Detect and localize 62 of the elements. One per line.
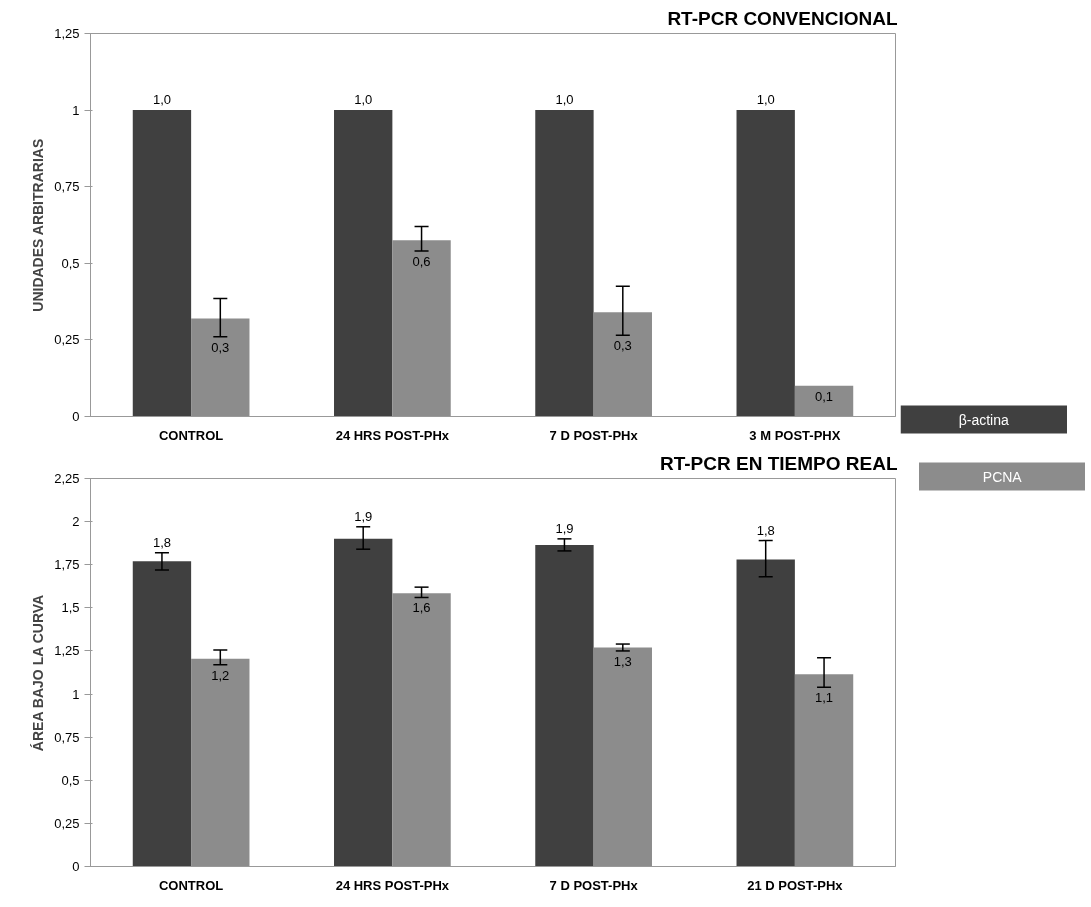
bar bbox=[593, 647, 652, 867]
y-tick-label: 2,25 bbox=[54, 471, 80, 486]
x-tick-label: 24 HRS POST-PHx bbox=[335, 877, 450, 893]
bar bbox=[794, 674, 854, 867]
bar bbox=[334, 110, 393, 417]
y-tick-label: 1,25 bbox=[54, 26, 80, 41]
y-axis-title: ÁREA BAJO LA CURVA bbox=[30, 594, 47, 752]
y-axis-title: UNIDADES ARBITRARIAS bbox=[30, 138, 47, 312]
y-tick-label: 0,25 bbox=[54, 332, 80, 348]
data-label: 1,6 bbox=[412, 600, 431, 616]
data-label: 0,1 bbox=[815, 388, 834, 404]
bar bbox=[132, 110, 192, 417]
data-label: 1,8 bbox=[756, 522, 775, 538]
data-label: 0,3 bbox=[613, 338, 632, 354]
data-label: 1,2 bbox=[211, 667, 230, 683]
data-label: 1,9 bbox=[354, 508, 373, 524]
y-tick-label: 1,5 bbox=[61, 600, 80, 616]
y-tick-label: 1 bbox=[72, 686, 80, 702]
y-tick-label: 0 bbox=[72, 859, 80, 874]
chart-title: RT-PCR EN TIEMPO REAL bbox=[659, 452, 898, 474]
y-tick-label: 1,75 bbox=[54, 557, 80, 573]
bar bbox=[392, 240, 451, 417]
y-tick-label: 1 bbox=[72, 102, 80, 118]
bar bbox=[191, 318, 250, 417]
y-tick-label: 0 bbox=[72, 409, 80, 424]
data-label: 1,9 bbox=[555, 520, 574, 536]
y-tick-label: 0,75 bbox=[54, 179, 80, 195]
x-tick-label: CONTROL bbox=[158, 427, 224, 443]
data-label: 1,0 bbox=[756, 92, 775, 108]
bar bbox=[593, 312, 652, 417]
text: β-actina bbox=[958, 411, 1009, 428]
y-tick-label: 0,25 bbox=[54, 815, 80, 831]
y-tick-label: 0,75 bbox=[54, 729, 80, 745]
x-tick-label: 21 D POST-PHx bbox=[747, 877, 844, 893]
y-tick-label: 2 bbox=[72, 514, 80, 530]
bar bbox=[132, 561, 192, 867]
bar bbox=[736, 559, 795, 867]
x-tick-label: 7 D POST-PHx bbox=[549, 427, 639, 443]
data-label: 1,8 bbox=[152, 534, 171, 550]
data-label: 1,3 bbox=[613, 653, 632, 669]
y-tick-label: 1,25 bbox=[54, 643, 80, 659]
bar bbox=[334, 538, 393, 867]
x-tick-label: 24 HRS POST-PHx bbox=[335, 427, 450, 443]
bar bbox=[794, 385, 854, 417]
bar bbox=[191, 658, 250, 867]
bar bbox=[535, 110, 594, 417]
data-label: 0,6 bbox=[412, 254, 431, 270]
data-label: 1,0 bbox=[354, 92, 373, 108]
x-tick-label: CONTROL bbox=[158, 877, 224, 893]
bar bbox=[392, 593, 451, 867]
data-label: 0,3 bbox=[211, 339, 230, 355]
data-label: 1,0 bbox=[555, 92, 574, 108]
x-tick-label: 7 D POST-PHx bbox=[549, 877, 639, 893]
data-label: 1,0 bbox=[152, 92, 171, 108]
y-tick-label: 0,5 bbox=[61, 255, 80, 271]
bar bbox=[736, 110, 795, 417]
data-label: 1,1 bbox=[815, 690, 834, 706]
y-tick-label: 0,5 bbox=[61, 772, 80, 788]
text: PCNA bbox=[982, 468, 1023, 485]
chart-title: RT-PCR CONVENCIONAL bbox=[667, 7, 898, 29]
x-tick-label: 3 M POST-PHX bbox=[749, 427, 841, 443]
bar bbox=[535, 544, 594, 867]
